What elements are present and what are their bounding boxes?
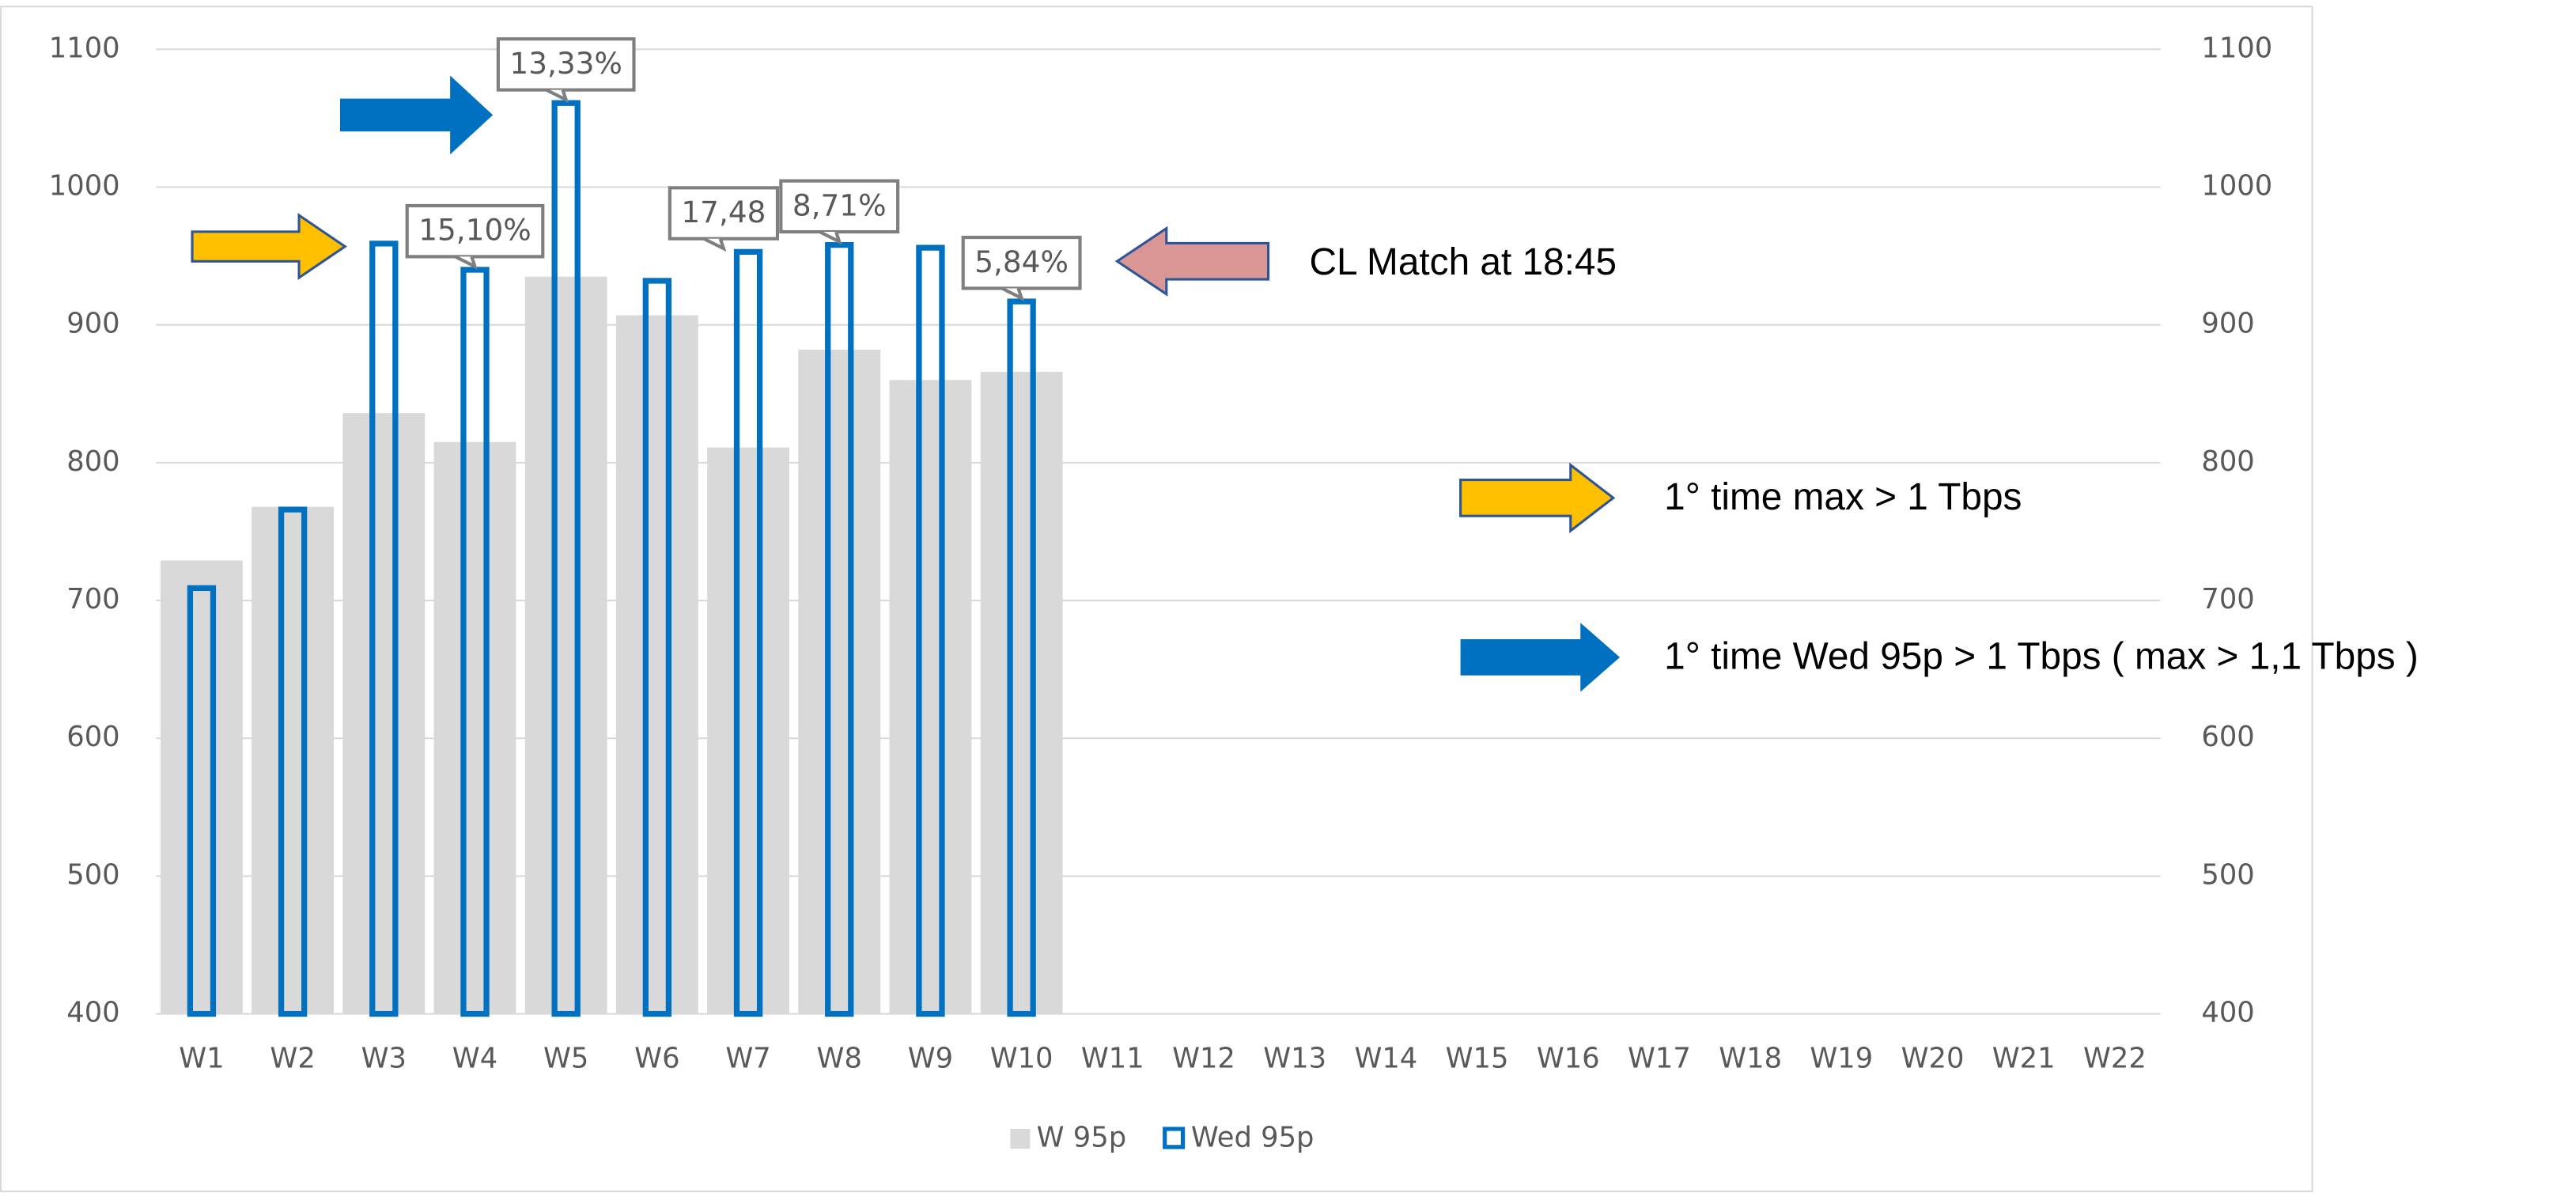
callout: 8,71% — [779, 179, 900, 245]
bar-outline — [278, 506, 308, 1017]
y2-tick-label: 1100 — [2201, 32, 2272, 64]
legend-label: Wed 95p — [1191, 1121, 1314, 1153]
callout-box — [405, 203, 545, 259]
x-tick-label: W20 — [1901, 1043, 1965, 1075]
legend-swatch — [1010, 1128, 1031, 1149]
pink-arrow — [1114, 225, 1270, 297]
bar — [980, 371, 1063, 1014]
callout-tail — [703, 237, 727, 252]
x-tick-label: W11 — [1081, 1043, 1144, 1075]
x-tick-label: W12 — [1172, 1043, 1235, 1075]
x-tick-label: W2 — [270, 1043, 315, 1075]
x-tick-label: W4 — [452, 1043, 497, 1075]
annotation: 1° time max > 1 Tbps — [1664, 476, 2022, 518]
x-tick-label: W14 — [1354, 1043, 1417, 1075]
x-tick-label: W8 — [817, 1043, 862, 1075]
x-tick-label: W1 — [179, 1043, 224, 1075]
x-tick-label: W9 — [908, 1043, 953, 1075]
y2-tick-label: 700 — [2201, 583, 2254, 615]
callout: 17,48 — [668, 186, 780, 252]
bar — [342, 413, 426, 1014]
bar-outline — [916, 244, 945, 1017]
blue-arrow — [1460, 623, 1621, 692]
bar — [252, 506, 335, 1014]
yellow-arrow — [191, 213, 347, 280]
y-tick-label: 600 — [66, 721, 119, 753]
x-tick-label: W5 — [543, 1043, 588, 1075]
blue-arrow — [339, 75, 494, 155]
y2-tick-label: 500 — [2201, 858, 2254, 891]
bar — [889, 380, 972, 1014]
callout-tail — [1001, 286, 1025, 302]
callout-tail — [454, 255, 479, 270]
bar — [433, 441, 516, 1014]
bar-outline — [733, 248, 763, 1017]
x-tick-label: W10 — [990, 1043, 1053, 1075]
callout: 13,33% — [496, 37, 636, 104]
bar-outline — [369, 240, 399, 1017]
annotation: CL Match at 18:45 — [1310, 241, 1617, 283]
y-tick-label: 400 — [66, 997, 119, 1029]
x-tick-label: W22 — [2083, 1043, 2147, 1075]
x-tick-label: W16 — [1537, 1043, 1600, 1075]
bar-outline — [1007, 298, 1036, 1017]
callout-tail — [819, 230, 842, 245]
bar-outline — [642, 278, 672, 1017]
callout: 15,10% — [405, 203, 545, 270]
bar — [798, 350, 881, 1014]
bar — [707, 447, 789, 1014]
x-tick-label: W6 — [634, 1043, 679, 1075]
legend-label: W 95p — [1037, 1121, 1126, 1153]
callout-box — [668, 186, 780, 240]
bar — [615, 315, 698, 1014]
x-tick-label: W18 — [1719, 1043, 1782, 1075]
x-tick-label: W7 — [725, 1043, 770, 1075]
bar-outline — [187, 585, 217, 1017]
y2-tick-label: 1000 — [2201, 169, 2272, 202]
callout-tail — [545, 88, 569, 104]
callout-label: 5,84% — [974, 244, 1069, 279]
x-tick-label: W3 — [361, 1043, 407, 1075]
x-tick-label: W17 — [1628, 1043, 1691, 1075]
bar-outline — [825, 242, 854, 1017]
callout-box — [961, 235, 1082, 290]
x-tick-label: W19 — [1810, 1043, 1873, 1075]
yellow-arrow — [1459, 462, 1616, 534]
bar-outline — [460, 267, 490, 1017]
y-tick-label: 700 — [66, 583, 119, 615]
callout-label: 8,71% — [792, 187, 887, 222]
y2-tick-label: 600 — [2201, 721, 2254, 753]
x-tick-label: W13 — [1263, 1043, 1326, 1075]
callout-label: 15,10% — [418, 213, 531, 248]
callout-label: 17,48 — [681, 195, 766, 229]
y-tick-label: 800 — [66, 445, 119, 478]
y2-tick-label: 900 — [2201, 308, 2254, 340]
y-tick-label: 500 — [66, 858, 119, 891]
x-tick-label: W21 — [1992, 1043, 2056, 1075]
y2-tick-label: 800 — [2201, 445, 2254, 478]
callout-box — [779, 179, 900, 234]
bar-outline — [551, 100, 581, 1017]
y-tick-label: 1000 — [49, 169, 120, 202]
callout: 5,84% — [961, 235, 1082, 302]
callout-label: 13,33% — [509, 46, 622, 81]
plot-area: 400 500 600 700 800 900 1000 1100 400 500 600 700 80… — [49, 32, 2272, 1074]
legend-swatch — [1163, 1127, 1186, 1149]
bar — [160, 560, 243, 1014]
annotation: 1° time Wed 95p > 1 Tbps ( max > 1,1 Tbp… — [1664, 636, 2419, 678]
x-tick-label: W15 — [1446, 1043, 1509, 1075]
bar — [524, 276, 607, 1014]
y-tick-label: 1100 — [49, 32, 120, 64]
y2-tick-label: 400 — [2201, 997, 2254, 1029]
callout-box — [496, 37, 636, 92]
y-tick-label: 900 — [66, 308, 119, 340]
